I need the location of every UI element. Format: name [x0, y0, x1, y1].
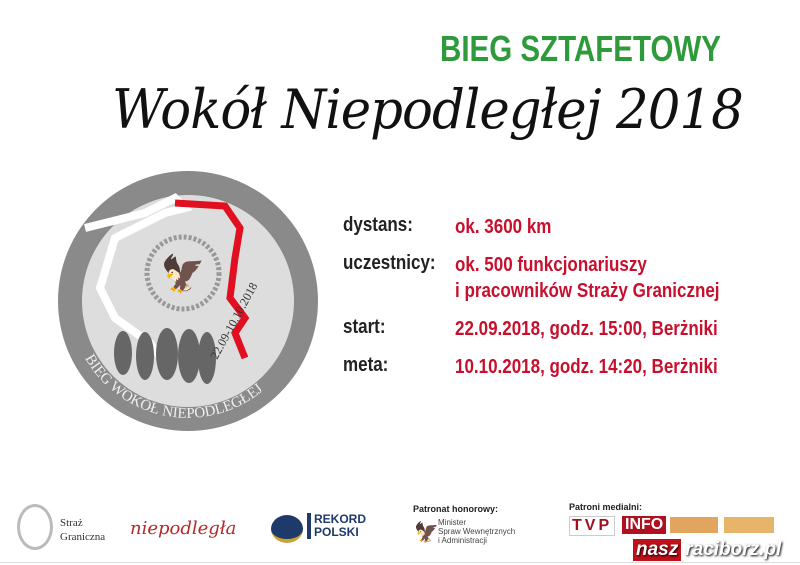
watermark-part: raciborz: [685, 539, 760, 560]
detail-value: 10.10.2018, godz. 14:20, Berżniki: [455, 356, 718, 378]
border-guard-logo-icon: [17, 504, 53, 550]
rekord-polski-logo: REKORD POLSKI: [307, 513, 366, 539]
detail-distance: dystans: ok. 3600 km: [343, 214, 766, 240]
detail-value: ok. 500 funkcjonariuszy: [455, 254, 647, 276]
detail-label: start:: [343, 316, 386, 338]
poland-map-red: [174, 199, 250, 360]
logo-line: Straż: [60, 517, 83, 529]
logo-line: i Administracji: [438, 536, 487, 545]
poland-map-white: [84, 193, 193, 366]
patronat-label: Patronat honorowy:: [413, 504, 498, 514]
eagle-icon: 🦅: [161, 252, 206, 294]
tvp-info-logo: INFO: [622, 516, 667, 534]
detail-label: uczestnicy:: [343, 252, 436, 274]
watermark-part: .pl: [759, 539, 782, 560]
logo-line: POLSKI: [314, 525, 359, 539]
event-subtitle: Wokół Niepodległej 2018: [112, 78, 744, 141]
radio-jedynka-logo: [724, 517, 774, 533]
radio-logo: [670, 517, 718, 533]
event-details: dystans: ok. 3600 km uczestnicy: ok. 500…: [343, 214, 766, 392]
detail-value: ok. 3600 km: [455, 216, 552, 238]
border-guard-badge-icon: [144, 234, 222, 312]
ministry-logo-text: Minister Spraw Wewnętrznych i Administracj…: [438, 518, 515, 545]
divider: [0, 562, 800, 563]
straz-graniczna-logo-text: Straż Graniczna: [60, 516, 105, 544]
naszraciborz-watermark: nasz raciborz .pl: [633, 539, 781, 561]
tvp-logo: TVP: [569, 516, 616, 536]
polish-eagle-icon: 🦅: [414, 522, 439, 544]
logo-line: REKORD: [314, 512, 367, 526]
footer-logos: Straż Graniczna niepodległa REKORD POLSKI …: [0, 490, 800, 565]
detail-participants: uczestnicy: ok. 500 funkcjonariuszy i pr…: [343, 252, 766, 304]
detail-value: 22.09.2018, godz. 15:00, Berżniki: [455, 318, 718, 340]
event-title: BIEG SZTAFETOWY: [440, 28, 721, 69]
detail-value: i pracowników Straży Granicznej: [455, 280, 720, 302]
detail-start: start: 22.09.2018, godz. 15:00, Berżniki: [343, 316, 766, 342]
logo-line: Graniczna: [60, 531, 106, 543]
watermark-part: nasz: [633, 539, 682, 561]
media-label: Patroni medialni:: [569, 502, 643, 512]
logo-line: Minister: [438, 518, 467, 527]
detail-finish: meta: 10.10.2018, godz. 14:20, Berżniki: [343, 354, 766, 380]
runners-icon: [114, 328, 216, 384]
detail-label: meta:: [343, 354, 389, 376]
logo-line: Spraw Wewnętrznych: [438, 527, 516, 536]
rekord-badge-icon: [271, 515, 303, 543]
niepodlegla-logo: niepodległa: [130, 518, 237, 539]
detail-label: dystans:: [343, 214, 413, 236]
event-emblem: 🦅 BIEG WOKÓŁ NIEPODLEGŁEJ 22.09-10.10.20…: [58, 171, 318, 431]
